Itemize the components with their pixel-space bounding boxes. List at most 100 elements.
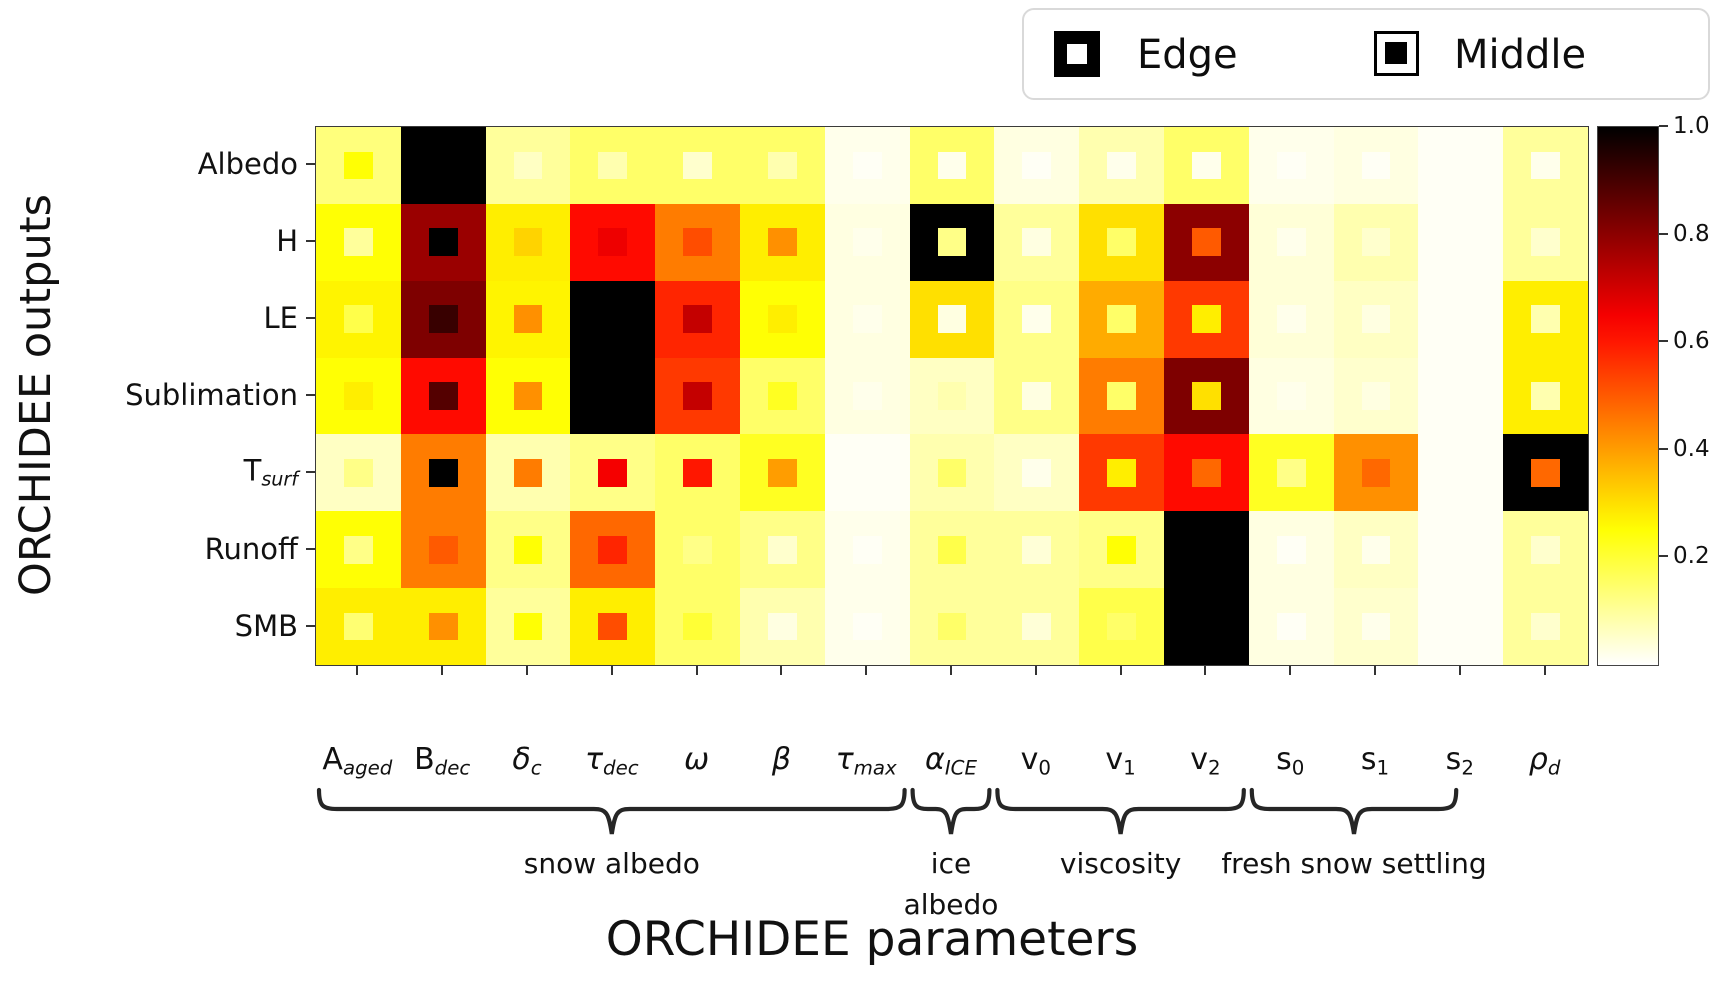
heatmap-cell: [1503, 203, 1588, 281]
heatmap-cell: [909, 203, 995, 281]
heatmap-cell-middle: [1531, 612, 1560, 641]
heatmap-cell-middle: [1531, 459, 1560, 487]
heatmap-cell-middle: [513, 459, 543, 487]
x-tick-label: ω: [684, 742, 710, 777]
heatmap-cell: [400, 280, 486, 358]
heatmap-cell: [655, 511, 740, 589]
heatmap-cell: [400, 357, 486, 435]
heatmap-cell-middle: [343, 305, 373, 333]
heatmap-cell-middle: [428, 459, 458, 487]
heatmap-cell: [570, 588, 656, 665]
heatmap-cell-middle: [1107, 305, 1136, 333]
heatmap-cell: [570, 357, 656, 435]
heatmap-cell-middle: [1191, 459, 1221, 487]
group-brace-icon: [995, 787, 1246, 835]
heatmap-cell-middle: [1361, 382, 1391, 410]
heatmap-cell: [1333, 434, 1419, 512]
x-tick-mark: [1204, 666, 1207, 675]
colorbar-tick-label: 0.4: [1673, 435, 1710, 462]
heatmap-cell-middle: [1107, 228, 1136, 257]
heatmap-cell-middle: [598, 612, 628, 641]
parameter-group-label: viscosity: [1059, 847, 1182, 880]
heatmap-cell-middle: [428, 612, 458, 641]
heatmap-cell: [1418, 203, 1504, 281]
x-tick-mark: [441, 666, 444, 675]
heatmap-cell: [1079, 511, 1164, 589]
heatmap-cell-middle: [1446, 382, 1476, 410]
heatmap-cell-middle: [428, 382, 458, 410]
heatmap-cell: [740, 127, 825, 204]
heatmap-cell: [909, 280, 995, 358]
heatmap-cell-middle: [1022, 612, 1052, 641]
heatmap-cell-middle: [1531, 305, 1560, 333]
heatmap-cell-middle: [937, 459, 967, 487]
heatmap-cell-middle: [683, 305, 712, 333]
y-tick-label: Runoff: [204, 531, 298, 566]
heatmap-cell: [994, 127, 1080, 204]
y-tick-label: LE: [263, 301, 298, 336]
colorbar-tick-mark: [1659, 232, 1668, 235]
heatmap-cell: [570, 127, 656, 204]
heatmap-cell-middle: [767, 228, 797, 257]
heatmap-cell: [1418, 588, 1504, 665]
heatmap-cell: [1248, 434, 1334, 512]
y-tick-label: Sublimation: [125, 378, 298, 412]
heatmap-cell-middle: [513, 535, 543, 564]
heatmap-cell-middle: [683, 612, 712, 641]
x-tick-label: αICE: [925, 742, 977, 780]
parameter-group-label: ice: [930, 847, 972, 880]
heatmap-cell-middle: [1022, 305, 1052, 333]
heatmap-cell: [740, 280, 825, 358]
x-tick-mark: [1034, 666, 1037, 675]
heatmap-cell: [655, 357, 740, 435]
heatmap-cell-middle: [1191, 151, 1221, 180]
x-tick-label: v1: [1105, 742, 1136, 780]
heatmap-cell-middle: [428, 228, 458, 257]
heatmap-cell: [570, 511, 656, 589]
heatmap-cell: [740, 511, 825, 589]
x-tick-mark: [1374, 666, 1376, 675]
heatmap-cell: [1248, 280, 1334, 358]
heatmap-cell-middle: [767, 305, 797, 333]
heatmap-cell: [824, 127, 910, 204]
colorbar-tick-mark: [1659, 125, 1668, 127]
heatmap-cell: [1164, 357, 1249, 435]
heatmap-cell: [1503, 434, 1588, 512]
heatmap-cell: [1079, 434, 1164, 512]
heatmap-cell-middle: [1191, 305, 1221, 333]
heatmap-cell-middle: [937, 228, 967, 257]
heatmap-cell: [316, 511, 401, 589]
x-tick-label: δc: [512, 742, 542, 780]
heatmap-cell: [1079, 280, 1164, 358]
x-tick-label: τdec: [584, 742, 639, 780]
heatmap-cell: [316, 203, 401, 281]
heatmap-cell: [1248, 127, 1334, 204]
heatmap-cell: [316, 127, 401, 204]
heatmap-cell: [316, 434, 401, 512]
heatmap-cell: [1164, 280, 1249, 358]
heatmap-cell-middle: [767, 151, 797, 180]
colorbar-tick-label: 0.2: [1673, 543, 1710, 570]
heatmap-cell-middle: [513, 305, 543, 333]
heatmap-cell-middle: [1022, 382, 1052, 410]
heatmap-cell-middle: [1107, 459, 1136, 487]
colorbar-tick-label: 0.6: [1673, 328, 1710, 355]
middle-marker-fill-icon: [1385, 42, 1407, 64]
heatmap-cell-middle: [428, 535, 458, 564]
heatmap-cell-middle: [1446, 151, 1476, 180]
heatmap-cell-middle: [598, 305, 628, 333]
x-tick-label: Aaged: [322, 742, 393, 780]
legend: Edge Middle: [1022, 8, 1710, 100]
heatmap-cell-middle: [683, 535, 712, 564]
heatmap-cell-middle: [1191, 382, 1221, 410]
heatmap-cell: [316, 280, 401, 358]
heatmap-cell-middle: [1531, 535, 1560, 564]
heatmap-cell: [1079, 588, 1164, 665]
heatmap-cell-middle: [937, 535, 967, 564]
x-tick-label: v2: [1190, 742, 1221, 780]
x-tick-mark: [1543, 666, 1546, 675]
heatmap-cell-middle: [343, 382, 373, 410]
x-tick-mark: [1119, 666, 1122, 675]
heatmap-cell: [1418, 511, 1504, 589]
